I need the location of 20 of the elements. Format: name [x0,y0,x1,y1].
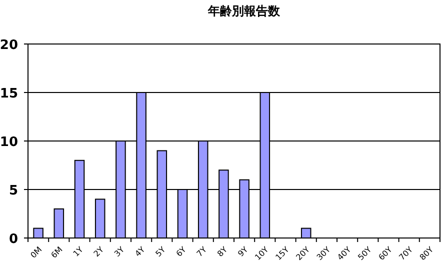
x-tick-label: 70Y [397,244,415,262]
x-tick-label: 1Y [71,244,85,258]
chart-title: 年齢別報告数 [207,4,281,18]
x-tick-label: 5Y [154,244,168,258]
x-tick-label: 7Y [195,244,209,258]
y-tick-label: 5 [8,184,18,198]
x-tick-label: 2Y [92,244,106,258]
x-tick-label: 3Y [112,244,126,258]
x-tick-label: 8Y [216,244,230,258]
x-tick-label: 6M [49,244,64,260]
x-tick-label: 6Y [174,244,188,258]
x-tick-label: 60Y [376,244,394,262]
x-tick-label: 0M [28,244,44,260]
y-tick-label: 20 [0,38,18,53]
y-tick-label: 10 [0,135,18,150]
x-tick-label: 4Y [133,244,147,258]
x-tick-label: 40Y [336,244,353,262]
y-tick-label: 0 [8,232,18,247]
x-tick-label: 9Y [236,244,250,258]
y-tick-label: 15 [0,86,18,102]
